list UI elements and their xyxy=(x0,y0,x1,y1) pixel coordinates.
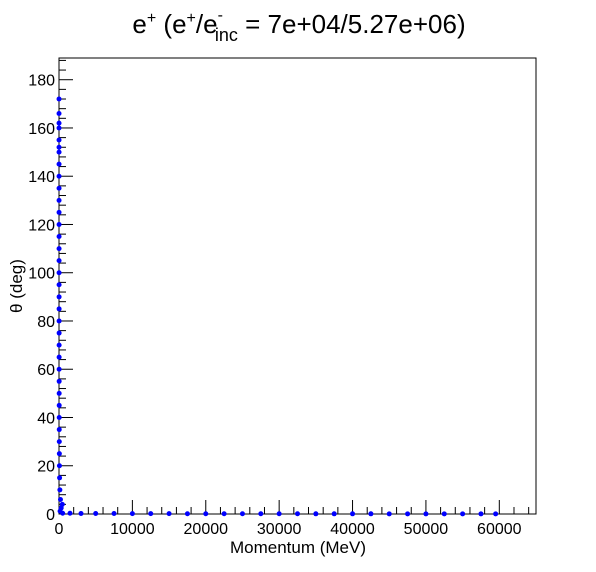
data-point xyxy=(57,487,63,493)
title-ratio: = 7e+04/5.27e+06) xyxy=(238,9,466,39)
data-point xyxy=(56,306,62,312)
data-point xyxy=(78,511,84,517)
data-point xyxy=(276,511,282,517)
data-point xyxy=(239,511,245,517)
data-point xyxy=(111,511,117,517)
chart-title: e+ (e+/e-inc = 7e+04/5.27e+06) xyxy=(132,7,465,45)
data-point xyxy=(56,125,62,131)
title-sup-3: - xyxy=(218,7,223,24)
y-tick-label: 60 xyxy=(37,362,55,379)
y-tick-label: 140 xyxy=(28,169,55,186)
title-sup-2: + xyxy=(187,10,196,27)
plot-frame xyxy=(58,57,537,515)
data-point xyxy=(56,149,62,155)
data-point xyxy=(56,439,62,445)
y-tick-label: 0 xyxy=(46,507,55,524)
data-point xyxy=(56,96,62,102)
data-point xyxy=(148,511,154,517)
data-point xyxy=(56,294,62,300)
data-points xyxy=(56,96,499,517)
data-point xyxy=(56,366,62,372)
data-point xyxy=(386,511,392,517)
y-axis: 0 20 40 60 80 100 120 140 160 180 xyxy=(28,59,73,524)
data-point xyxy=(56,144,62,150)
x-tick-label: 20000 xyxy=(184,521,229,538)
data-point xyxy=(56,120,62,126)
title-particle: e xyxy=(132,9,146,39)
x-tick-label: 50000 xyxy=(404,521,449,538)
data-point xyxy=(56,161,62,167)
data-point xyxy=(67,510,73,516)
data-point xyxy=(441,511,447,517)
y-tick-label: 160 xyxy=(28,121,55,138)
data-point xyxy=(56,342,62,348)
data-point xyxy=(56,282,62,288)
data-point xyxy=(56,234,62,240)
data-point xyxy=(56,173,62,179)
y-tick-label: 120 xyxy=(28,217,55,234)
data-point xyxy=(56,270,62,276)
data-point xyxy=(56,354,62,360)
data-point xyxy=(258,511,264,517)
y-tick-label: 80 xyxy=(37,314,55,331)
data-point xyxy=(203,511,209,517)
x-axis: 0 10000 20000 30000 40000 50000 60000 xyxy=(55,500,530,538)
y-tick-label: 40 xyxy=(37,410,55,427)
data-point xyxy=(56,390,62,396)
data-point xyxy=(57,497,63,503)
data-point xyxy=(313,511,319,517)
data-point xyxy=(56,258,62,264)
data-point xyxy=(56,209,62,215)
data-point xyxy=(368,511,374,517)
data-point xyxy=(56,451,62,457)
data-point xyxy=(56,221,62,227)
data-point xyxy=(56,318,62,324)
x-axis-title: Momentum (MeV) xyxy=(230,538,366,557)
data-point xyxy=(129,511,135,517)
data-point xyxy=(56,402,62,408)
data-point xyxy=(93,511,99,517)
x-tick-label: 60000 xyxy=(477,521,522,538)
x-tick-label: 30000 xyxy=(257,521,302,538)
data-point xyxy=(56,463,62,469)
data-point xyxy=(295,511,300,517)
y-tick-label: 100 xyxy=(28,266,55,283)
data-point xyxy=(56,427,62,433)
data-point xyxy=(493,511,499,517)
data-point xyxy=(166,511,172,517)
data-point xyxy=(331,511,337,517)
title-sup-1: + xyxy=(147,10,156,27)
data-point xyxy=(478,511,484,517)
title-slash: /e xyxy=(196,9,218,39)
data-point xyxy=(56,378,62,384)
data-point xyxy=(56,137,62,143)
data-point xyxy=(56,185,62,191)
x-tick-label: 10000 xyxy=(110,521,155,538)
x-tick-label: 0 xyxy=(55,521,64,538)
data-point xyxy=(56,414,62,420)
x-tick-label: 40000 xyxy=(330,521,375,538)
y-tick-label: 180 xyxy=(28,73,55,90)
y-tick-label: 20 xyxy=(37,459,55,476)
data-point xyxy=(56,197,62,203)
data-point xyxy=(56,246,62,252)
data-point xyxy=(57,475,63,481)
data-point xyxy=(59,501,65,507)
data-point xyxy=(56,330,62,336)
data-point xyxy=(350,511,356,517)
data-point xyxy=(423,511,429,517)
title-mid: (e xyxy=(156,9,186,39)
data-point xyxy=(56,110,62,116)
title-sub: inc xyxy=(215,25,238,45)
data-point xyxy=(221,511,227,517)
data-point xyxy=(184,511,190,517)
data-point xyxy=(460,511,466,517)
data-point xyxy=(405,511,411,517)
y-axis-title: θ (deg) xyxy=(7,259,26,313)
